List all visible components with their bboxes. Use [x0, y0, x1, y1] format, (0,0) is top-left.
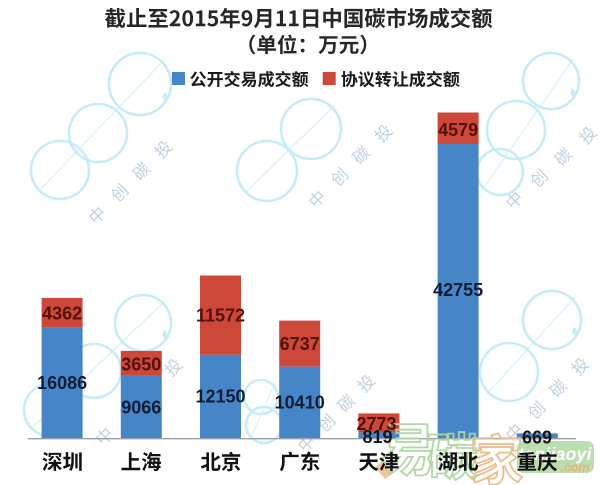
svg-text:669: 669 [522, 427, 552, 447]
svg-text:4579: 4579 [438, 120, 478, 140]
svg-text:4362: 4362 [42, 303, 82, 323]
svg-text:11572: 11572 [196, 306, 245, 326]
svg-text:16086: 16086 [37, 373, 87, 393]
svg-text:9066: 9066 [121, 398, 161, 418]
svg-text:tanjiaoyi: tanjiaoyi [518, 444, 593, 464]
svg-text:3650: 3650 [121, 355, 161, 375]
svg-text:12150: 12150 [195, 387, 245, 407]
svg-text:42755: 42755 [433, 280, 483, 300]
svg-text:819: 819 [362, 427, 392, 447]
svg-text:2773: 2773 [356, 414, 396, 434]
svg-text:10410: 10410 [275, 393, 325, 413]
svg-text:6737: 6737 [280, 334, 320, 354]
svg-text:.com: .com [560, 461, 589, 475]
